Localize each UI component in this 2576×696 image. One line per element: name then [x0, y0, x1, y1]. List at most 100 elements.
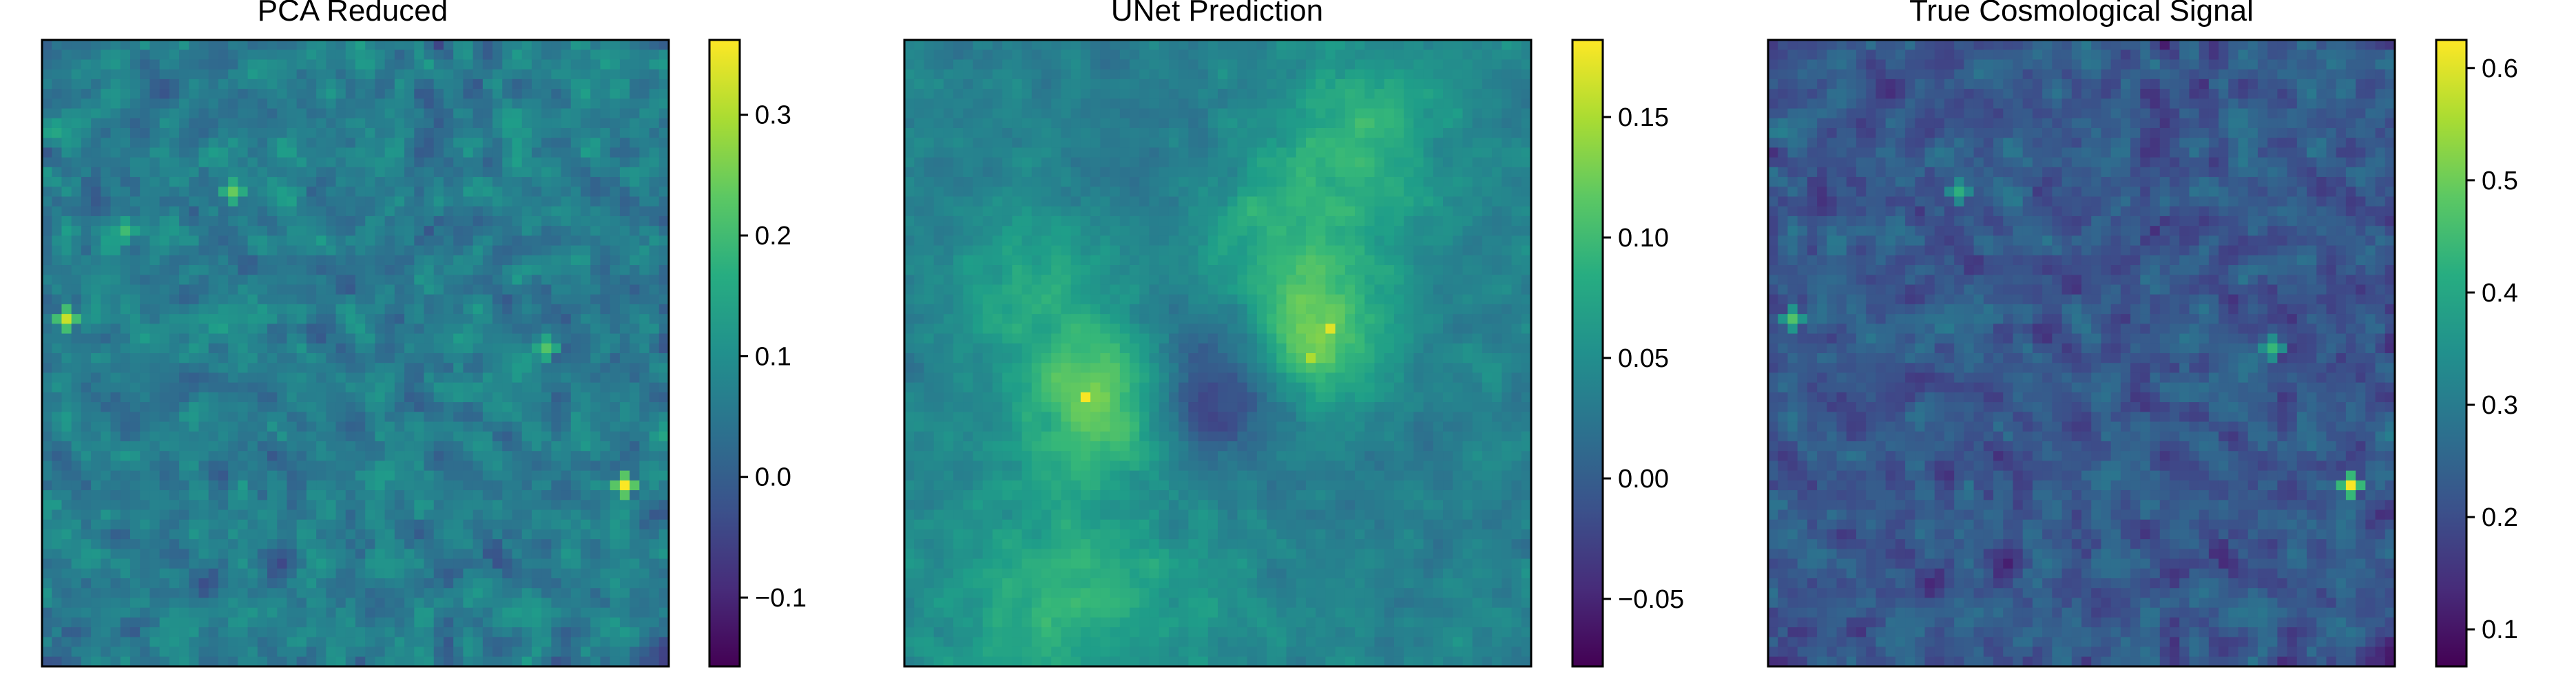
- heatmap-cell: [296, 294, 307, 305]
- heatmap-cell: [521, 568, 532, 579]
- heatmap-cell: [316, 108, 326, 119]
- heatmap-cell: [257, 304, 268, 315]
- heatmap-cell: [1100, 167, 1111, 178]
- heatmap-cell: [238, 167, 249, 178]
- heatmap-cell: [561, 78, 572, 89]
- heatmap-cell: [1178, 118, 1189, 129]
- heatmap-cell: [120, 392, 131, 403]
- heatmap-cell: [502, 431, 513, 442]
- heatmap-cell: [1413, 138, 1424, 149]
- heatmap-cell: [424, 529, 435, 540]
- heatmap-cell: [296, 656, 307, 667]
- heatmap-cell: [129, 69, 141, 80]
- heatmap-cell: [384, 509, 395, 520]
- heatmap-cell: [1031, 69, 1042, 80]
- heatmap-cell: [472, 314, 484, 324]
- heatmap-cell: [52, 343, 63, 354]
- heatmap-cell: [384, 402, 395, 412]
- heatmap-cell: [1256, 118, 1267, 129]
- heatmap-cell: [189, 78, 200, 89]
- heatmap-cell: [345, 637, 356, 648]
- heatmap-cell: [208, 451, 219, 462]
- heatmap-cell: [502, 607, 513, 618]
- heatmap-cell: [590, 607, 601, 618]
- heatmap-cell: [424, 294, 435, 305]
- heatmap-cell: [404, 490, 415, 500]
- heatmap-cell: [42, 226, 52, 236]
- heatmap-cell: [159, 324, 170, 335]
- heatmap-cell: [267, 480, 278, 491]
- heatmap-cell: [149, 89, 160, 99]
- heatmap-cell: [101, 637, 112, 648]
- heatmap-cell: [610, 568, 621, 579]
- heatmap-cell: [1482, 89, 1493, 99]
- heatmap-cell: [502, 59, 513, 70]
- heatmap-cell: [404, 177, 415, 187]
- heatmap-cell: [247, 78, 258, 89]
- heatmap-cell: [1100, 98, 1111, 109]
- heatmap-cell: [384, 519, 395, 530]
- heatmap-cell: [1139, 147, 1150, 158]
- heatmap-cell: [1130, 89, 1140, 99]
- heatmap-cell: [482, 215, 493, 226]
- heatmap-cell: [287, 509, 298, 520]
- heatmap-cell: [1325, 157, 1336, 168]
- heatmap-cell: [110, 255, 121, 266]
- heatmap-cell: [326, 108, 337, 119]
- heatmap-cell: [61, 500, 72, 511]
- heatmap-cell: [335, 617, 346, 628]
- heatmap-cell: [1355, 108, 1365, 119]
- heatmap-cell: [140, 118, 151, 129]
- heatmap-cell: [306, 656, 317, 667]
- heatmap-cell: [1218, 98, 1228, 109]
- heatmap-cell: [179, 500, 189, 511]
- heatmap-cell: [1492, 69, 1502, 80]
- heatmap-cell: [267, 627, 278, 637]
- heatmap-cell: [561, 500, 572, 511]
- heatmap-cell: [619, 294, 630, 305]
- heatmap-cell: [238, 196, 249, 207]
- heatmap-cell: [277, 157, 288, 168]
- heatmap-cell: [375, 215, 386, 226]
- heatmap-cell: [404, 519, 415, 530]
- heatmap-cell: [404, 138, 415, 149]
- heatmap-cell: [120, 412, 131, 423]
- heatmap-cell: [414, 206, 425, 217]
- heatmap-cell: [140, 226, 151, 236]
- heatmap-cell: [541, 333, 552, 344]
- heatmap-cell: [228, 226, 238, 236]
- heatmap-cell: [404, 402, 415, 412]
- heatmap-cell: [101, 147, 112, 158]
- heatmap-cell: [238, 480, 249, 491]
- heatmap-cell: [1344, 157, 1355, 168]
- heatmap-cell: [247, 69, 258, 80]
- heatmap-cell: [590, 78, 601, 89]
- heatmap-cell: [1393, 89, 1404, 99]
- heatmap-cell: [71, 372, 82, 383]
- heatmap-cell: [590, 294, 601, 305]
- heatmap-cell: [198, 461, 209, 472]
- heatmap-cell: [238, 441, 249, 452]
- heatmap-cell: [169, 578, 180, 589]
- heatmap-cell: [433, 98, 444, 109]
- heatmap-cell: [1061, 157, 1072, 168]
- heatmap-cell: [257, 598, 268, 609]
- heatmap-cell: [129, 539, 141, 549]
- heatmap-cell: [531, 382, 542, 393]
- heatmap-cell: [404, 500, 415, 511]
- heatmap-cell: [1110, 138, 1121, 149]
- heatmap-cell: [375, 402, 386, 412]
- heatmap-cell: [639, 421, 650, 432]
- heatmap-cell: [316, 431, 326, 442]
- heatmap-cell: [1256, 89, 1267, 99]
- heatmap-cell: [101, 412, 112, 423]
- heatmap-cell: [570, 588, 581, 599]
- heatmap-cell: [502, 558, 513, 569]
- heatmap-cell: [1413, 78, 1424, 89]
- heatmap-cell: [581, 392, 591, 403]
- heatmap-cell: [1472, 40, 1483, 50]
- heatmap-cell: [149, 637, 160, 648]
- heatmap-cell: [375, 196, 386, 207]
- heatmap-cell: [326, 265, 337, 275]
- heatmap-cell: [129, 578, 141, 589]
